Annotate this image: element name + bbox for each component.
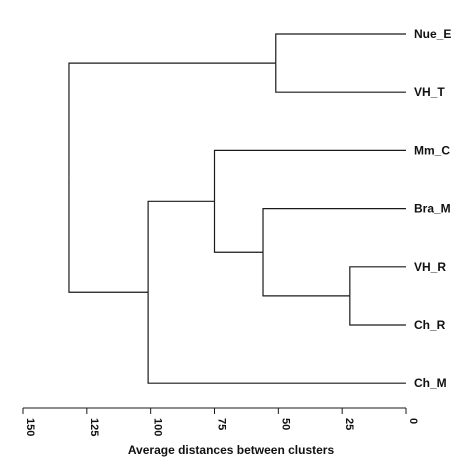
link-m2-1 — [262, 252, 350, 297]
link-m1-1 — [349, 295, 406, 326]
link-m4-1 — [147, 292, 406, 384]
leaf-label: Mm_C — [414, 143, 450, 157]
x-tick-label: 75 — [216, 418, 228, 430]
link-m3-1 — [213, 201, 264, 253]
link-m6-0 — [68, 62, 276, 178]
leaf-label: Ch_M — [414, 376, 447, 390]
x-tick-label: 50 — [279, 418, 291, 430]
x-tick-label: 150 — [24, 418, 36, 436]
leaf-label: VH_R — [414, 260, 446, 274]
link-m5-1 — [275, 63, 406, 93]
dendrogram-links — [68, 33, 406, 384]
leaf-label: Nue_E — [414, 27, 451, 41]
link-m1-0 — [349, 266, 406, 296]
leaf-labels: Nue_E VH_T Mm_C Bra_M VH_R Ch_R Ch_M — [414, 27, 451, 390]
leaf-label: VH_T — [414, 85, 445, 99]
x-tick-label: 0 — [407, 418, 419, 424]
x-axis-ticks: 150 125 100 75 50 25 0 — [22, 408, 419, 436]
x-tick-label: 25 — [343, 418, 355, 430]
link-m6-1 — [68, 177, 149, 293]
link-m5-0 — [275, 33, 406, 64]
x-axis: 150 125 100 75 50 25 0 — [22, 407, 419, 436]
link-m2-0 — [262, 208, 406, 253]
x-tick-label: 125 — [88, 418, 100, 436]
leaf-label: Bra_M — [414, 202, 451, 216]
x-axis-title: Average distances between clusters — [128, 443, 335, 457]
link-m3-0 — [213, 149, 406, 202]
link-m4-0 — [147, 200, 215, 293]
x-tick-label: 100 — [152, 418, 164, 436]
leaf-label: Ch_R — [414, 318, 446, 332]
